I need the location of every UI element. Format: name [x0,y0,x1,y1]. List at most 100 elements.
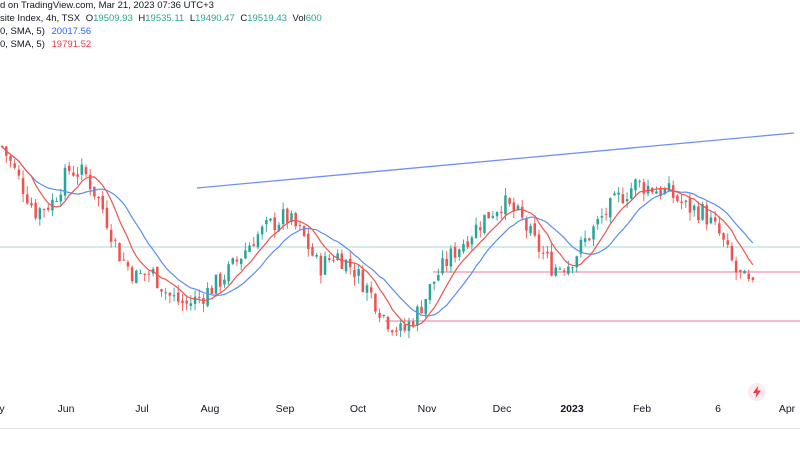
candle-body [722,233,725,240]
x-tick-label: Sep [275,403,295,415]
candle-body [713,217,717,222]
candle-body [42,209,46,211]
legend-source-text: d on TradingView.com, Mar 21, 2023 07:36… [0,0,214,11]
candle-body [596,218,599,225]
candle-body [537,234,541,252]
candle-body [395,330,398,332]
candle-body [479,227,482,231]
candle-body [344,259,348,272]
candle-body [512,202,516,212]
x-axis: y Jun Jul Aug Sep Oct Nov Dec 2023 Feb 6… [0,403,800,421]
candle-body [332,259,335,261]
sma-slow-line [1,146,754,317]
candle-body [730,246,734,261]
candle-body [420,306,423,314]
candle-body [378,312,381,318]
candle-body [600,215,604,218]
candle-body [160,289,163,292]
candle-body [374,293,377,312]
candle-body [260,226,264,235]
candle-body [139,273,142,275]
candle-body [571,267,574,269]
candle-body [307,233,310,250]
candle-body [59,194,63,202]
candle-body [386,316,390,330]
x-tick-label: Feb [632,403,652,415]
candle-body [206,287,209,306]
candle-body [676,195,679,202]
candle-body [525,219,528,231]
tradingview-bolt-icon[interactable] [748,383,766,401]
candle-body [256,234,260,248]
candle-body [126,262,130,267]
candle-body [328,258,331,260]
candle-body [147,273,151,275]
candle-body [93,186,96,197]
legend-sma-row-1: 0, SMA, 5) 20017.56 [0,26,322,39]
candle-body [109,229,113,242]
candle-body [336,253,339,261]
candle-body [663,188,667,195]
candle-body [76,174,79,177]
candle-body [688,198,692,213]
candle-body [319,255,323,276]
legend-ohlc-low: 19490.47 [195,13,235,24]
candle-body [491,216,495,218]
candle-body [290,213,293,223]
x-tick-label: y [0,403,5,415]
candle-body [84,167,88,175]
candle-body [424,298,427,315]
legend-sma-1-label: 0, SMA, 5) [0,26,45,37]
legend-symbol-name: site Index, 4h, TSX [0,13,81,24]
x-tick-label: Jun [57,403,75,415]
candle-body [34,202,37,219]
bolt-icon [753,386,761,398]
candle-body [437,275,440,281]
candle-body [575,256,578,268]
candle-body [72,172,75,176]
legend-ohlc-high-key: H [138,13,146,24]
candle-body [9,156,12,161]
candle-body [30,203,33,206]
candle-body [80,164,84,175]
candle-body [197,296,201,298]
candle-body [357,269,360,276]
candle-body [441,258,444,274]
candle-body [487,212,490,219]
candle-body [101,196,105,210]
candle-body [168,292,172,296]
candle-body [709,217,713,224]
candle-body [298,224,302,226]
candle-body [680,201,683,203]
candle-body [411,321,415,327]
bottom-toolbar [0,428,800,451]
candle-body [407,321,411,331]
legend-sma-row-2: 0, SMA, 5) 19791.52 [0,39,322,52]
legend-symbol-row: site Index, 4h, TSX O19509.93 H19535.11 … [0,13,322,26]
candle-body [181,300,184,304]
candle-body [609,198,612,218]
candle-body [252,244,256,247]
candle-body [63,167,67,196]
candle-body [223,279,226,285]
candle-body [483,214,486,233]
candle-body [239,258,243,265]
candle-body [105,207,109,228]
candle-body [235,259,239,262]
candle-body [621,194,625,204]
candle-body [21,178,25,195]
candle-body [214,274,218,294]
candle-body [747,273,750,279]
candle-body [659,188,662,197]
resistance-trendline[interactable] [196,132,795,189]
candle-body [734,260,738,273]
candle-body [390,330,394,333]
candle-body [88,174,92,190]
candle-body [26,194,29,204]
candle-body [655,191,658,194]
chart-legend: d on TradingView.com, Mar 21, 2023 07:36… [0,0,322,52]
candle-body [508,198,511,204]
candle-body [323,256,327,275]
candle-body [495,212,499,217]
